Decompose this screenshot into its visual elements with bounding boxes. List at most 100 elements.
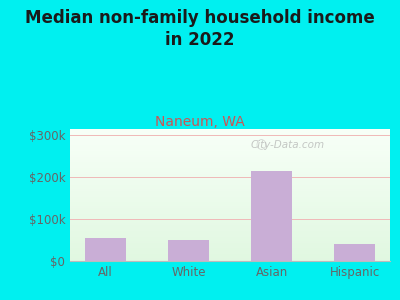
Bar	[70, 219, 390, 220]
Bar	[70, 173, 390, 174]
Bar	[168, 240, 209, 261]
Bar	[70, 190, 390, 191]
Bar	[70, 148, 390, 149]
Bar	[70, 158, 390, 159]
Bar	[70, 194, 390, 195]
Bar	[70, 215, 390, 216]
Bar	[70, 189, 390, 190]
Bar	[70, 213, 390, 214]
Bar	[70, 191, 390, 192]
Bar	[70, 155, 390, 156]
Bar	[70, 167, 390, 168]
Bar	[70, 240, 390, 241]
Bar	[70, 202, 390, 203]
Bar	[70, 132, 390, 133]
Bar	[70, 138, 390, 139]
Bar	[70, 198, 390, 199]
Bar	[70, 199, 390, 200]
Bar	[70, 185, 390, 186]
Bar	[70, 178, 390, 179]
Bar	[70, 227, 390, 228]
Bar	[70, 204, 390, 205]
Bar	[70, 217, 390, 218]
Bar	[70, 246, 390, 247]
Bar	[70, 210, 390, 211]
Bar	[70, 250, 390, 251]
Bar	[70, 233, 390, 234]
Bar	[70, 181, 390, 182]
Bar	[70, 179, 390, 180]
Bar	[70, 259, 390, 260]
Bar	[70, 145, 390, 146]
Bar	[70, 208, 390, 209]
Bar	[70, 161, 390, 162]
Bar	[70, 184, 390, 185]
Bar	[70, 140, 390, 141]
Bar	[70, 200, 390, 201]
Bar	[70, 172, 390, 173]
Bar	[70, 251, 390, 252]
Bar	[70, 197, 390, 198]
Bar	[70, 193, 390, 194]
Bar	[70, 235, 390, 236]
Bar	[251, 171, 292, 261]
Bar	[70, 143, 390, 144]
Bar	[70, 249, 390, 250]
Bar	[70, 147, 390, 148]
Bar	[70, 146, 390, 147]
Bar	[70, 139, 390, 140]
Bar	[70, 131, 390, 132]
Bar	[70, 223, 390, 224]
Bar	[70, 171, 390, 172]
Bar	[70, 222, 390, 223]
Bar	[70, 258, 390, 259]
Bar	[70, 244, 390, 245]
Bar	[70, 245, 390, 246]
Bar	[70, 142, 390, 143]
Bar	[70, 176, 390, 177]
Bar	[70, 183, 390, 184]
Bar	[70, 175, 390, 176]
Bar	[70, 130, 390, 131]
Bar	[70, 239, 390, 240]
Bar	[70, 153, 390, 154]
Bar	[70, 188, 390, 189]
Bar	[70, 255, 390, 256]
Bar	[70, 156, 390, 157]
Bar	[70, 242, 390, 243]
Bar	[70, 254, 390, 255]
Text: Naneum, WA: Naneum, WA	[155, 116, 245, 130]
Bar	[70, 154, 390, 155]
Bar	[70, 231, 390, 232]
Bar	[70, 196, 390, 197]
Bar	[70, 129, 390, 130]
Bar	[70, 164, 390, 165]
Bar	[70, 214, 390, 215]
Bar	[70, 135, 390, 136]
Bar	[70, 260, 390, 261]
Bar	[70, 243, 390, 244]
Bar	[70, 232, 390, 233]
Bar	[70, 177, 390, 178]
Bar	[70, 218, 390, 219]
Bar	[70, 169, 390, 170]
Bar	[70, 230, 390, 231]
Bar	[70, 149, 390, 150]
Bar	[70, 236, 390, 237]
Bar	[70, 253, 390, 254]
Bar	[70, 205, 390, 206]
Bar	[70, 182, 390, 183]
Text: ○: ○	[255, 138, 266, 151]
Bar	[70, 133, 390, 134]
Bar	[70, 201, 390, 202]
Bar	[70, 134, 390, 135]
Bar	[70, 186, 390, 187]
Bar	[84, 238, 126, 261]
Bar	[70, 137, 390, 138]
Bar	[70, 144, 390, 145]
Bar	[70, 170, 390, 171]
Bar	[70, 234, 390, 235]
Bar	[70, 165, 390, 166]
Bar	[70, 220, 390, 221]
Bar	[70, 225, 390, 226]
